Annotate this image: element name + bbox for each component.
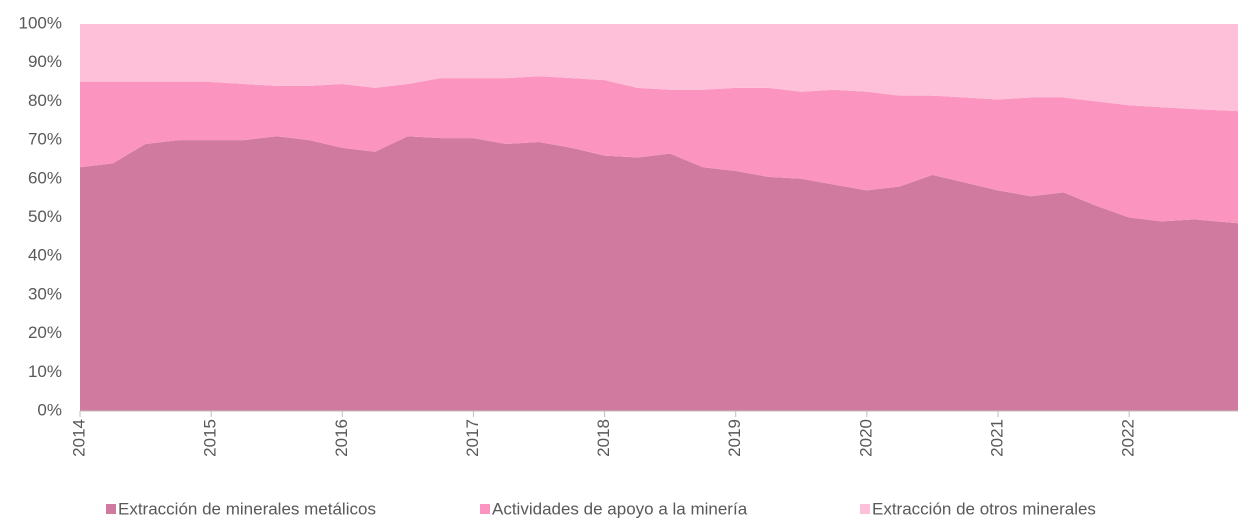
area bbox=[80, 136, 1238, 412]
x-tick-label: 2016 bbox=[332, 419, 351, 457]
legend-swatch bbox=[480, 504, 490, 514]
legend-swatch bbox=[860, 504, 870, 514]
legend-label: Extracción de otros minerales bbox=[872, 499, 1096, 518]
y-tick-label: 10% bbox=[28, 362, 62, 381]
x-tick-label: 2021 bbox=[987, 419, 1006, 457]
y-tick-label: 50% bbox=[28, 207, 62, 226]
y-tick-label: 60% bbox=[28, 168, 62, 187]
x-tick-label: 2018 bbox=[594, 419, 613, 457]
y-tick-label: 80% bbox=[28, 91, 62, 110]
y-tick-label: 0% bbox=[37, 400, 62, 419]
legend-label: Extracción de minerales metálicos bbox=[118, 499, 376, 518]
legend-label: Actividades de apoyo a la minería bbox=[492, 499, 748, 518]
x-tick-label: 2014 bbox=[69, 419, 88, 457]
y-tick-label: 30% bbox=[28, 284, 62, 303]
y-tick-label: 100% bbox=[19, 13, 62, 32]
x-tick-label: 2017 bbox=[463, 419, 482, 457]
area bbox=[80, 24, 1238, 112]
x-tick-label: 2015 bbox=[201, 419, 220, 457]
x-tick-label: 2020 bbox=[856, 419, 875, 457]
y-tick-label: 40% bbox=[28, 246, 62, 265]
x-tick-label: 2019 bbox=[725, 419, 744, 457]
y-tick-label: 20% bbox=[28, 323, 62, 342]
y-tick-label: 90% bbox=[28, 52, 62, 71]
area bbox=[80, 76, 1238, 224]
y-tick-label: 70% bbox=[28, 130, 62, 149]
x-tick-label: 2022 bbox=[1119, 419, 1138, 457]
legend-swatch bbox=[106, 504, 116, 514]
